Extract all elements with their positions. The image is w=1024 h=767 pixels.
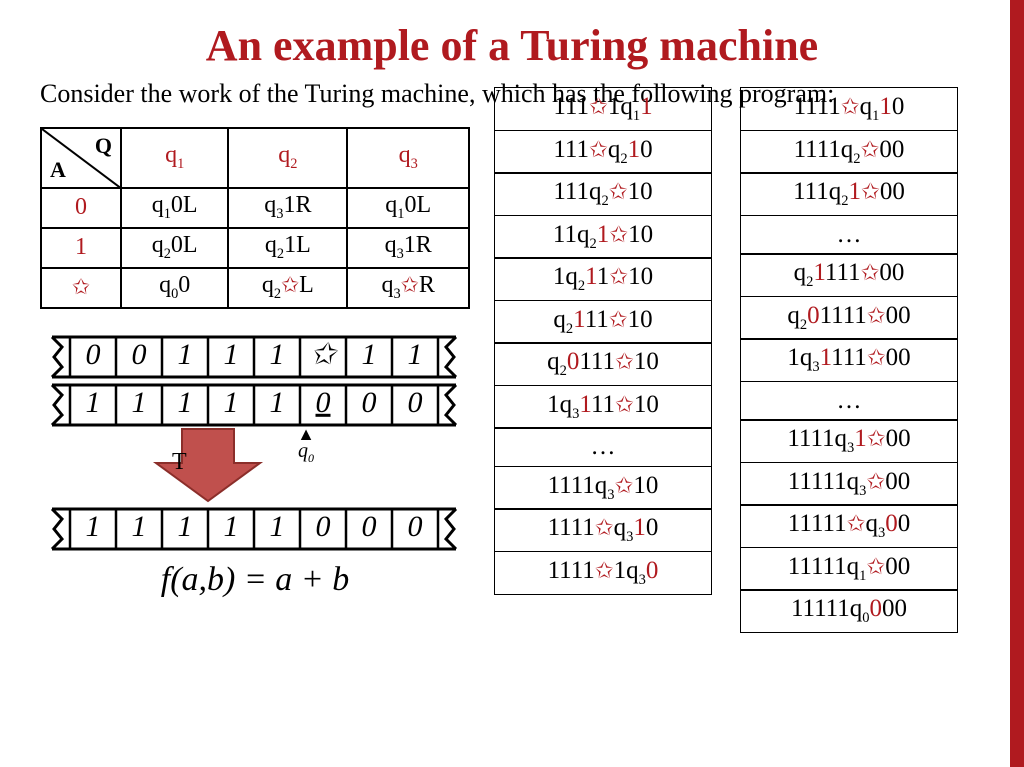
trace-step: 1111q3✩10 xyxy=(494,466,712,510)
svg-text:0: 0 xyxy=(408,386,423,419)
svg-text:1: 1 xyxy=(270,510,285,543)
svg-text:0: 0 xyxy=(316,510,331,543)
program-cell: q2✩L xyxy=(228,268,347,308)
svg-text:1: 1 xyxy=(362,338,377,371)
right-column: 111✩1q11111✩q210111q2✩1011q21✩101q211✩10… xyxy=(494,119,958,634)
trace-step: q21111✩00 xyxy=(740,253,958,297)
tape-row-2: 11111000 xyxy=(40,383,470,427)
svg-text:1: 1 xyxy=(224,510,239,543)
trace-step: 1111q2✩00 xyxy=(740,130,958,174)
arrow-block: T ▲ q0 xyxy=(40,429,470,507)
trace-step: … xyxy=(494,427,712,467)
trace-step: 11111q1✩00 xyxy=(740,547,958,591)
tape-head-marker: ▲ q0 xyxy=(286,429,326,466)
row-header: 0 xyxy=(41,188,121,228)
svg-text:0: 0 xyxy=(132,338,147,371)
trace-step: 1q3111✩10 xyxy=(494,385,712,429)
program-cell: q10L xyxy=(121,188,228,228)
trace-step: 11q21✩10 xyxy=(494,215,712,259)
down-arrow-icon xyxy=(148,427,268,505)
formula: f(a,b) = a + b xyxy=(40,561,470,599)
svg-text:1: 1 xyxy=(132,510,147,543)
trace-step: 11111✩q300 xyxy=(740,504,958,548)
row-header: 1 xyxy=(41,228,121,268)
trace-step: 11111q0000 xyxy=(740,589,958,633)
corner-a: A xyxy=(50,157,66,183)
tapes-block: 00111✩11 11111000 T ▲ q0 11111000 xyxy=(40,335,470,551)
trace-step: 11111q3✩00 xyxy=(740,462,958,506)
accent-bar xyxy=(1010,0,1024,767)
svg-text:1: 1 xyxy=(224,338,239,371)
svg-text:1: 1 xyxy=(270,386,285,419)
trace-column-left: 111✩1q11111✩q210111q2✩1011q21✩101q211✩10… xyxy=(494,89,712,634)
row-header: ✩ xyxy=(41,268,121,308)
svg-text:0: 0 xyxy=(316,386,331,419)
trace-step: 1q31111✩00 xyxy=(740,338,958,382)
slide: An example of a Turing machine Consider … xyxy=(0,0,1024,633)
program-cell: q20L xyxy=(121,228,228,268)
svg-text:1: 1 xyxy=(178,386,193,419)
col-header: q1 xyxy=(121,128,228,188)
program-cell: q10L xyxy=(347,188,469,228)
program-cell: q31R xyxy=(347,228,469,268)
svg-text:0: 0 xyxy=(86,338,101,371)
trace-step: q201111✩00 xyxy=(740,296,958,340)
svg-text:1: 1 xyxy=(178,338,193,371)
svg-text:0: 0 xyxy=(362,386,377,419)
program-cell: q3✩R xyxy=(347,268,469,308)
svg-text:1: 1 xyxy=(178,510,193,543)
table-corner: Q A xyxy=(41,128,121,188)
svg-text:1: 1 xyxy=(86,386,101,419)
svg-text:1: 1 xyxy=(224,386,239,419)
svg-text:✩: ✩ xyxy=(310,338,338,371)
trace-step: 111✩q210 xyxy=(494,130,712,174)
svg-text:1: 1 xyxy=(270,338,285,371)
svg-text:1: 1 xyxy=(132,386,147,419)
trace-step: 111✩1q11 xyxy=(494,87,712,131)
program-cell: q00 xyxy=(121,268,228,308)
svg-text:0: 0 xyxy=(408,510,423,543)
trace-step: q20111✩10 xyxy=(494,342,712,386)
trace-step: … xyxy=(740,381,958,421)
program-cell: q21L xyxy=(228,228,347,268)
trace-step: q2111✩10 xyxy=(494,300,712,344)
trace-step: 1111✩q110 xyxy=(740,87,958,131)
svg-text:1: 1 xyxy=(408,338,423,371)
svg-text:1: 1 xyxy=(86,510,101,543)
program-table: Q A q1 q2 q3 0q10Lq31Rq10L1q20Lq21Lq31R✩… xyxy=(40,127,470,309)
col-header: q3 xyxy=(347,128,469,188)
trace-step: 1q211✩10 xyxy=(494,257,712,301)
svg-text:0: 0 xyxy=(362,510,377,543)
trace-step: … xyxy=(740,215,958,255)
content-row: Q A q1 q2 q3 0q10Lq31Rq10L1q20Lq21Lq31R✩… xyxy=(40,119,984,634)
trace-column-right: 1111✩q1101111q2✩00111q21✩00…q21111✩00q20… xyxy=(740,89,958,634)
trace-step: 1111q31✩00 xyxy=(740,419,958,463)
t-label: T xyxy=(172,449,187,476)
col-header: q2 xyxy=(228,128,347,188)
trace-step: 1111✩1q30 xyxy=(494,551,712,595)
left-column: Q A q1 q2 q3 0q10Lq31Rq10L1q20Lq21Lq31R✩… xyxy=(40,119,470,634)
trace-step: 111q21✩00 xyxy=(740,172,958,216)
tape-row-1: 00111✩11 xyxy=(40,335,470,379)
corner-q: Q xyxy=(95,133,112,159)
tape-row-3: 11111000 xyxy=(40,507,470,551)
trace-step: 1111✩q310 xyxy=(494,508,712,552)
slide-title: An example of a Turing machine xyxy=(40,20,984,71)
trace-step: 111q2✩10 xyxy=(494,172,712,216)
program-cell: q31R xyxy=(228,188,347,228)
